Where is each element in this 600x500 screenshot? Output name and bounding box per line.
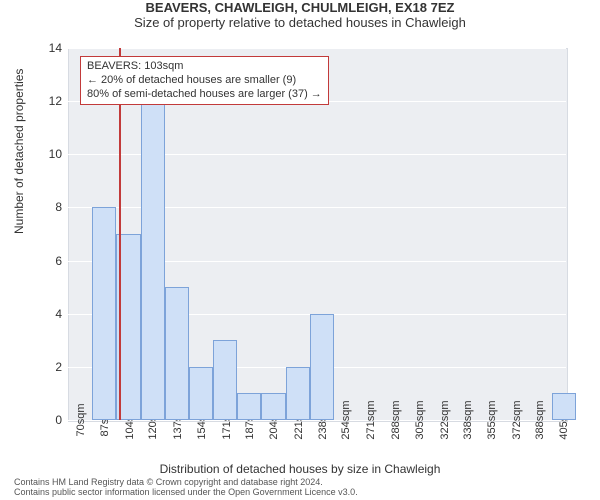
footer: Contains HM Land Registry data © Crown c… — [14, 478, 594, 498]
y-tick-label: 8 — [55, 200, 68, 214]
chart-title: BEAVERS, CHAWLEIGH, CHULMLEIGH, EX18 7EZ… — [0, 0, 600, 30]
y-tick-label: 6 — [55, 254, 68, 268]
x-tick-label: 271sqm — [361, 400, 377, 439]
x-tick-label: 372sqm — [507, 400, 523, 439]
x-tick-label: 288sqm — [386, 400, 402, 439]
histogram-bar — [189, 367, 213, 420]
y-tick-label: 4 — [55, 307, 68, 321]
footer-line-2: Contains public sector information licen… — [14, 488, 594, 498]
y-tick-label: 2 — [55, 360, 68, 374]
chart-plot: 0246810121470sqm87sqm104sqm120sqm137sqm1… — [68, 48, 566, 420]
y-tick-label: 12 — [49, 94, 68, 108]
x-tick-label: 338sqm — [458, 400, 474, 439]
histogram-bar — [213, 340, 237, 420]
histogram-bar — [310, 314, 334, 420]
x-tick-label: 70sqm — [71, 403, 87, 436]
histogram-bar — [552, 393, 576, 420]
x-axis-title: Distribution of detached houses by size … — [0, 462, 600, 476]
x-tick-label: 355sqm — [482, 400, 498, 439]
x-tick-label: 254sqm — [336, 400, 352, 439]
x-tick-label: 388sqm — [530, 400, 546, 439]
y-tick-label: 10 — [49, 147, 68, 161]
histogram-bar — [92, 207, 116, 420]
gridline — [68, 48, 566, 49]
annotation-line: ← 20% of detached houses are smaller (9) — [87, 74, 322, 88]
histogram-bar — [165, 287, 189, 420]
annotation-box: BEAVERS: 103sqm← 20% of detached houses … — [80, 56, 329, 105]
y-tick-label: 0 — [55, 413, 68, 427]
y-axis-title: Number of detached properties — [12, 69, 26, 234]
histogram-bar — [286, 367, 310, 420]
x-tick-label: 322sqm — [435, 400, 451, 439]
y-tick-label: 14 — [49, 41, 68, 55]
histogram-bar — [261, 393, 285, 420]
histogram-bar — [237, 393, 261, 420]
annotation-line: 80% of semi-detached houses are larger (… — [87, 88, 322, 102]
annotation-line: BEAVERS: 103sqm — [87, 60, 322, 74]
x-tick-label: 305sqm — [410, 400, 426, 439]
title-line-2: Size of property relative to detached ho… — [0, 15, 600, 30]
histogram-bar — [141, 101, 165, 420]
title-line-1: BEAVERS, CHAWLEIGH, CHULMLEIGH, EX18 7EZ — [0, 0, 600, 15]
